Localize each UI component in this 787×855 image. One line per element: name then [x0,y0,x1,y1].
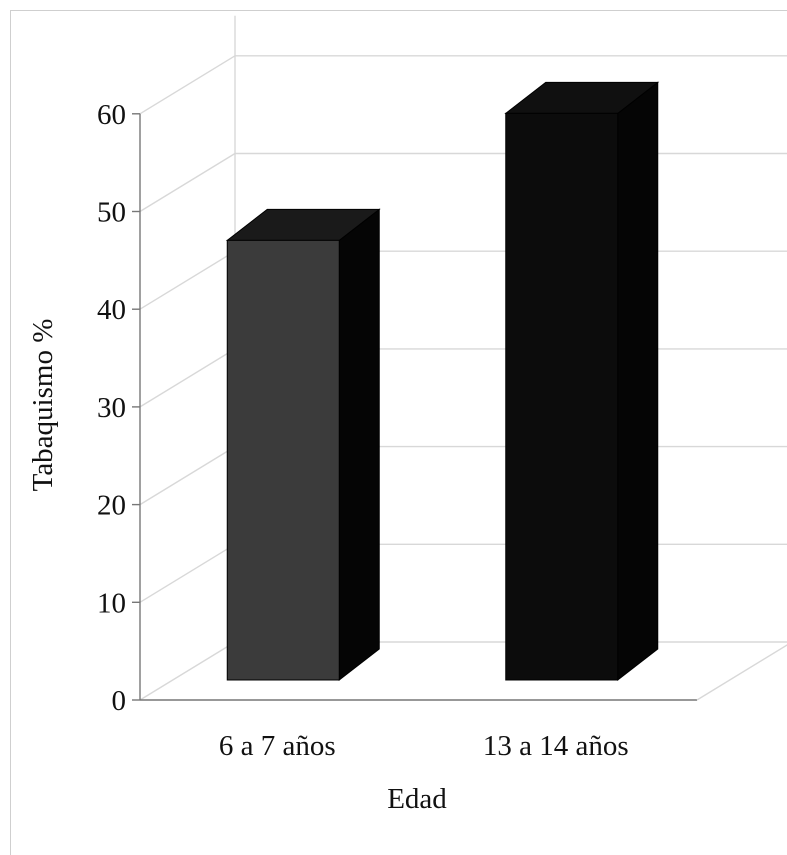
chart-frame [10,10,787,855]
y-tick-label: 50 [97,197,126,229]
x-axis-title: Edad [387,783,447,815]
side-gridline [139,641,236,701]
side-gridline [139,446,236,506]
bars [225,81,660,682]
y-tick-label: 30 [97,392,126,424]
bar [504,81,660,682]
y-tick-labels: 0 10 20 30 40 50 60 [97,99,126,717]
y-tick-label: 10 [97,587,126,619]
side-gridline [139,250,236,310]
axes [132,113,787,701]
y-tick-label: 60 [97,99,126,131]
x-tick-label: 13 a 14 años [483,730,629,762]
y-axis-title: Tabaquismo % [27,319,59,492]
bar-front-face [226,239,340,681]
bar-front-face [505,112,619,681]
side-gridline [139,543,236,603]
side-gridline [139,348,236,408]
y-tick-label: 0 [112,685,127,717]
bar-side-face [617,81,659,682]
y-tick-label: 20 [97,490,126,522]
x-tick-label: 6 a 7 años [219,730,336,762]
y-tick-label: 40 [97,294,126,326]
bar [225,208,381,682]
side-gridline [139,55,236,115]
floor-edge [696,644,787,701]
side-gridline [139,152,236,213]
bar-side-face [338,208,380,682]
x-tick-labels: 6 a 7 años 13 a 14 años [219,730,629,762]
